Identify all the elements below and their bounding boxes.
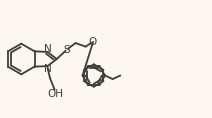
Text: N: N (44, 64, 52, 74)
Text: O: O (88, 37, 96, 47)
Text: S: S (63, 45, 70, 55)
Text: OH: OH (47, 89, 63, 99)
Text: N: N (44, 44, 52, 54)
